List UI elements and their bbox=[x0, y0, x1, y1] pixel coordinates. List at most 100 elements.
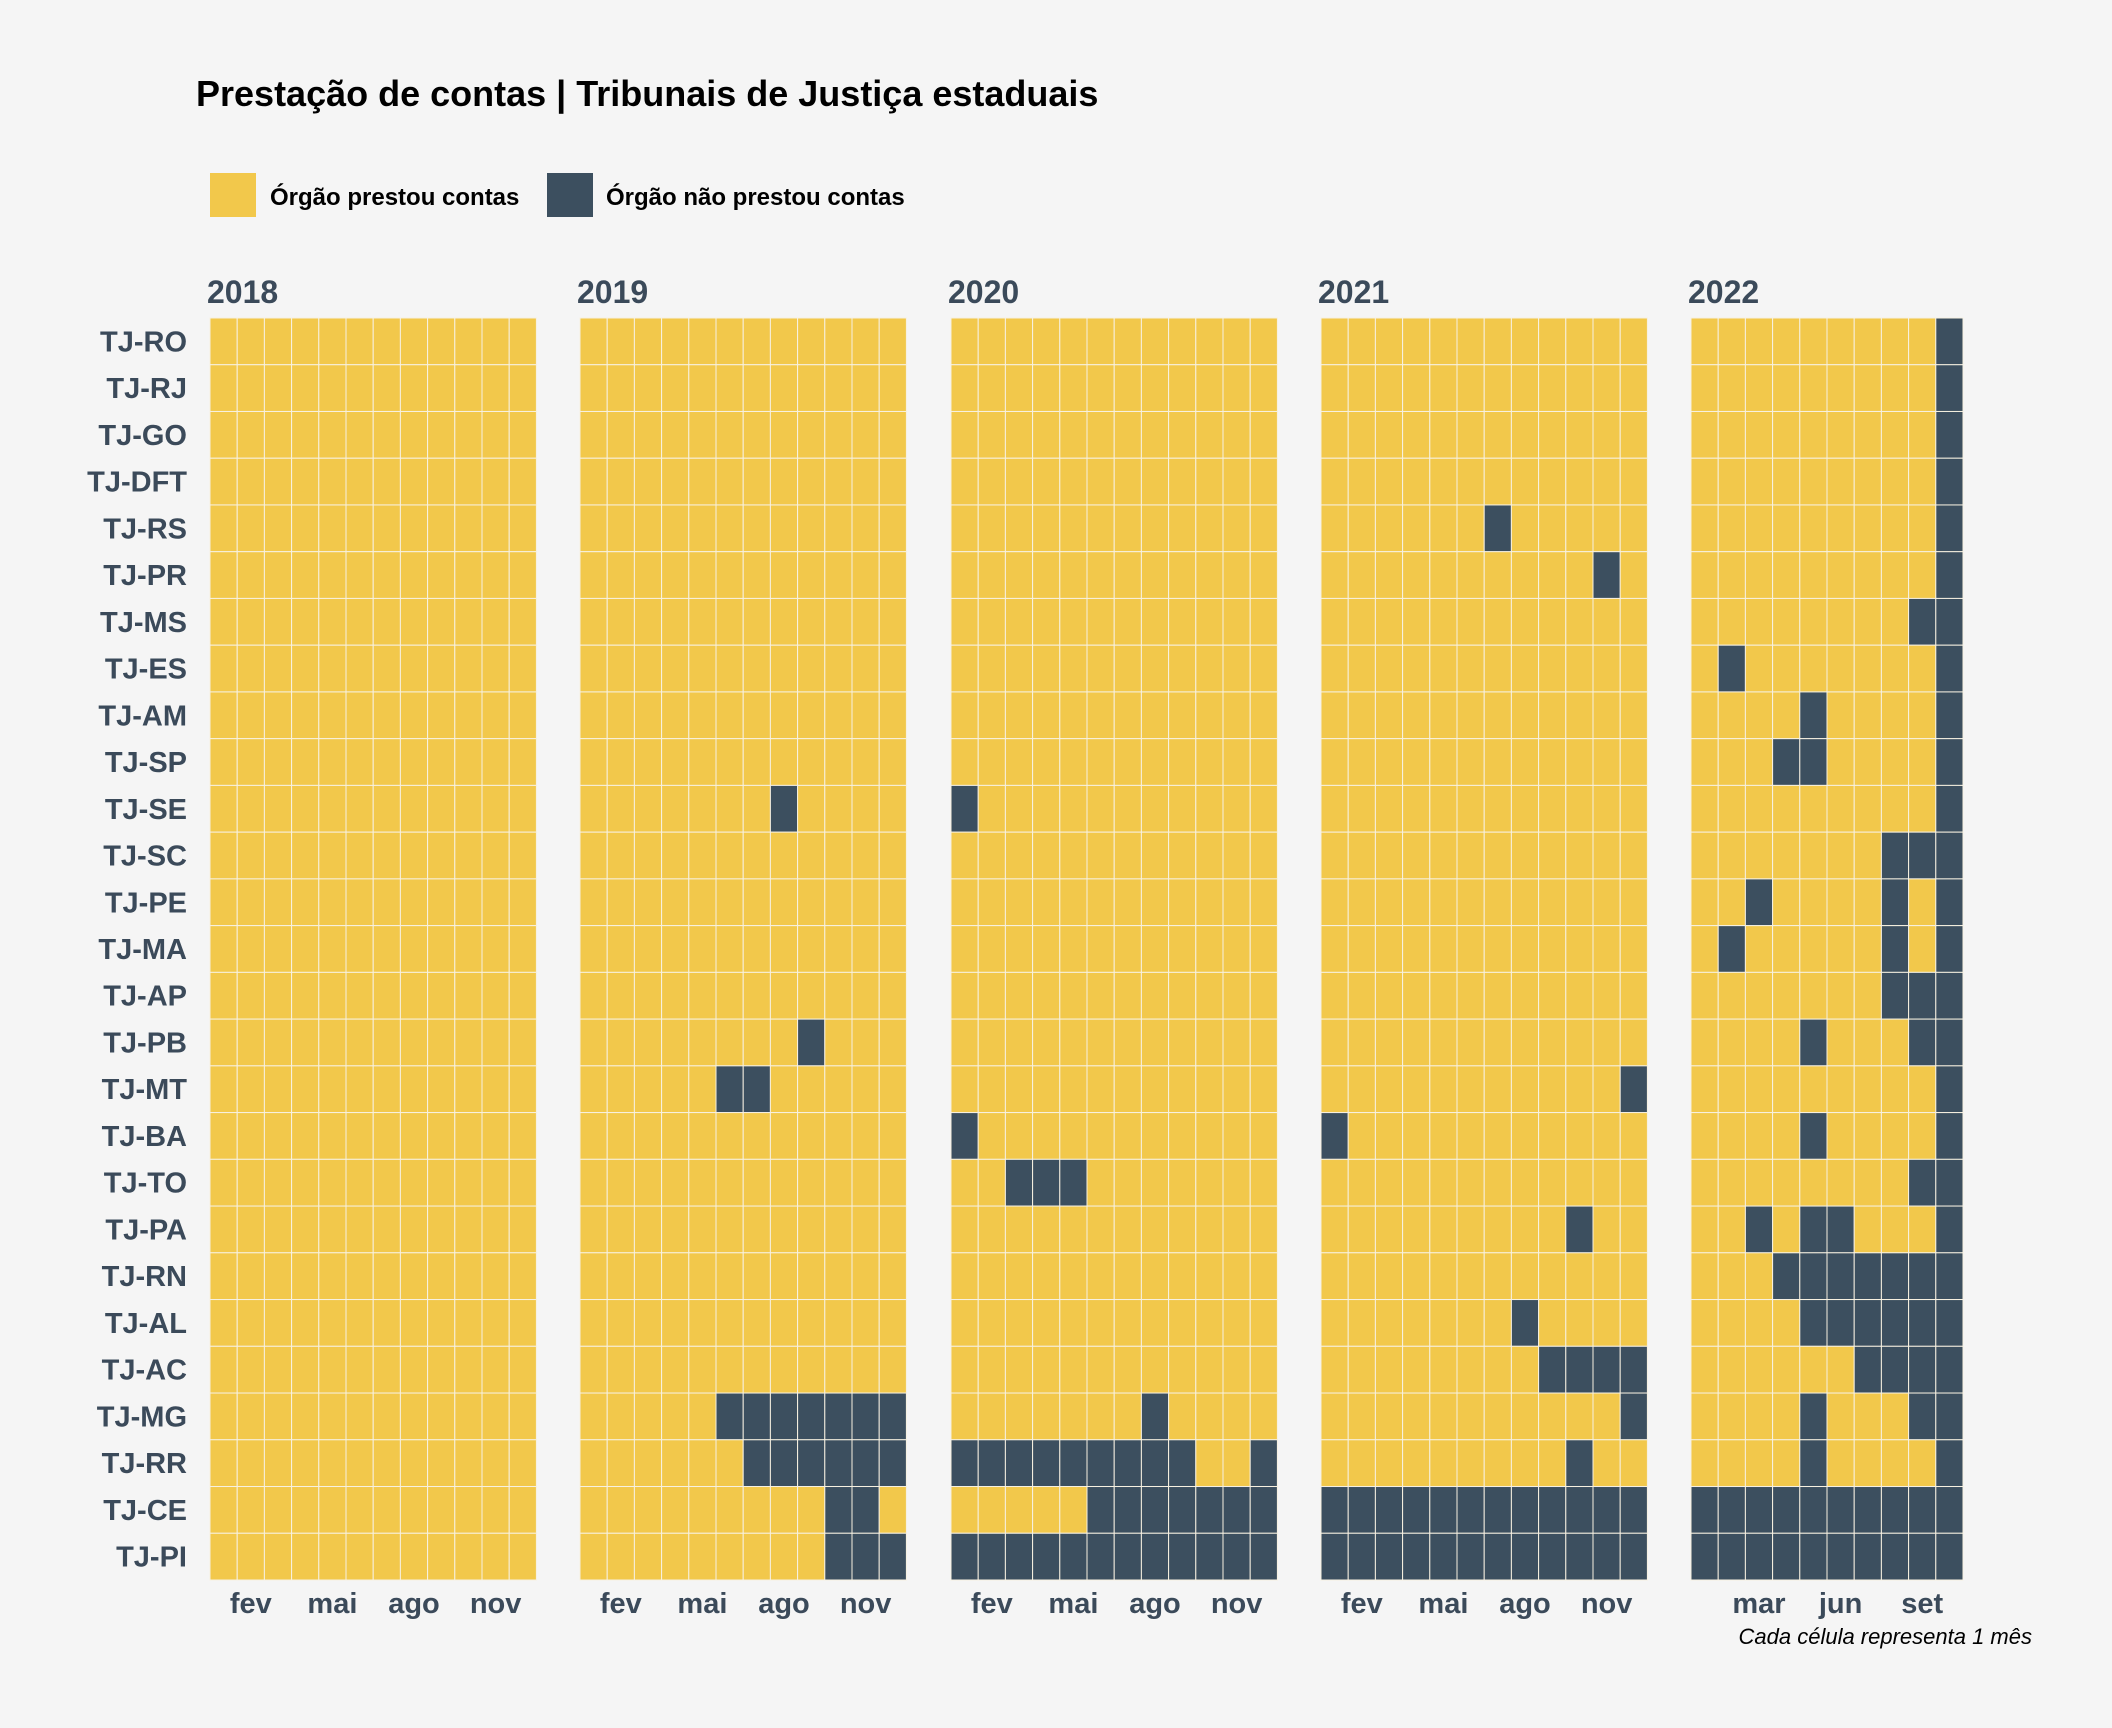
heatmap-cell bbox=[209, 1345, 238, 1394]
heatmap-cell bbox=[508, 691, 537, 740]
heatmap-cell bbox=[1320, 551, 1349, 599]
heatmap-cell bbox=[1429, 1205, 1458, 1254]
heatmap-cell bbox=[878, 738, 907, 786]
heatmap-cell bbox=[1222, 971, 1251, 1020]
heatmap-cell bbox=[824, 410, 853, 459]
heatmap-cell bbox=[1908, 1439, 1937, 1488]
heatmap-cell bbox=[742, 1486, 771, 1534]
heatmap-cell bbox=[427, 1018, 456, 1067]
heatmap-cell bbox=[1565, 1205, 1594, 1254]
heatmap-cell bbox=[1717, 1345, 1746, 1394]
heatmap-cell bbox=[1168, 597, 1197, 646]
heatmap-cell bbox=[1690, 1345, 1719, 1394]
heatmap-cell bbox=[633, 738, 663, 786]
heatmap-cell bbox=[1880, 1205, 1910, 1254]
heatmap-cell bbox=[481, 597, 510, 646]
heatmap-cell bbox=[1853, 644, 1882, 693]
heatmap-cell bbox=[399, 410, 429, 459]
heatmap-cell bbox=[1717, 784, 1746, 833]
row-label: TJ-PA bbox=[105, 1214, 187, 1246]
heatmap-cell bbox=[1744, 410, 1774, 459]
heatmap-cell bbox=[291, 691, 320, 740]
heatmap-cell bbox=[427, 504, 456, 553]
heatmap-cell bbox=[1826, 551, 1855, 599]
heatmap-cell bbox=[291, 1486, 320, 1534]
heatmap-cell bbox=[1592, 410, 1621, 459]
heatmap-cell bbox=[1374, 878, 1404, 927]
heatmap-cell bbox=[1429, 1299, 1458, 1347]
heatmap-cell bbox=[1374, 1252, 1404, 1301]
heatmap-cell bbox=[236, 1392, 265, 1441]
heatmap-cell bbox=[454, 1345, 483, 1394]
heatmap-cell bbox=[1456, 410, 1485, 459]
heatmap-cell bbox=[209, 925, 238, 973]
heatmap-cell bbox=[633, 1532, 663, 1581]
heatmap-cell bbox=[1222, 1158, 1251, 1207]
heatmap-cell bbox=[878, 925, 907, 973]
heatmap-cell bbox=[1402, 691, 1431, 740]
heatmap-cell bbox=[1249, 1345, 1278, 1394]
heatmap-cell bbox=[950, 1392, 979, 1441]
heatmap-cell bbox=[1744, 364, 1774, 412]
heatmap-cell bbox=[318, 1205, 347, 1254]
heatmap-cell bbox=[1429, 410, 1458, 459]
heatmap-cell bbox=[1483, 457, 1512, 506]
heatmap-cell bbox=[1908, 1018, 1937, 1067]
heatmap-cell bbox=[1826, 1065, 1855, 1114]
heatmap-cell bbox=[977, 878, 1006, 927]
heatmap-cell bbox=[851, 878, 880, 927]
heatmap-cell bbox=[1195, 317, 1224, 366]
heatmap-cell bbox=[1429, 317, 1458, 366]
heatmap-cell bbox=[742, 644, 771, 693]
heatmap-cell bbox=[661, 644, 690, 693]
heatmap-cell bbox=[209, 1532, 238, 1581]
heatmap-cell bbox=[1690, 317, 1719, 366]
heatmap-cell bbox=[236, 738, 265, 786]
heatmap-cell bbox=[399, 691, 429, 740]
heatmap-cell bbox=[291, 738, 320, 786]
heatmap-cell bbox=[1592, 971, 1621, 1020]
heatmap-cell bbox=[769, 410, 799, 459]
heatmap-cell bbox=[263, 1158, 293, 1207]
heatmap-cell bbox=[1347, 457, 1376, 506]
heatmap-cell bbox=[1347, 1439, 1376, 1488]
heatmap-cell bbox=[1140, 1392, 1170, 1441]
heatmap-cell bbox=[579, 410, 608, 459]
heatmap-cell bbox=[1799, 1532, 1828, 1581]
heatmap-cell bbox=[851, 1158, 880, 1207]
heatmap-cell bbox=[688, 410, 717, 459]
heatmap-cell bbox=[606, 691, 635, 740]
heatmap-cell bbox=[742, 1252, 771, 1301]
heatmap-cell bbox=[318, 1439, 347, 1488]
heatmap-cell bbox=[1619, 784, 1648, 833]
heatmap-cell bbox=[1880, 878, 1910, 927]
heatmap-cell bbox=[1429, 1345, 1458, 1394]
heatmap-cell bbox=[1032, 410, 1061, 459]
heatmap-cell bbox=[688, 925, 717, 973]
row-label: TJ-RN bbox=[102, 1261, 187, 1293]
heatmap-cell bbox=[769, 457, 799, 506]
heatmap-cell bbox=[481, 1112, 510, 1160]
heatmap-cell bbox=[1059, 551, 1088, 599]
heatmap-cell bbox=[1592, 1158, 1621, 1207]
heatmap-cell bbox=[399, 1486, 429, 1534]
heatmap-cell bbox=[1004, 1392, 1034, 1441]
heatmap-cell bbox=[454, 1252, 483, 1301]
heatmap-cell bbox=[1772, 1065, 1801, 1114]
heatmap-cell bbox=[1004, 1532, 1034, 1581]
heatmap-cell bbox=[481, 925, 510, 973]
heatmap-cell bbox=[715, 1205, 744, 1254]
heatmap-cell bbox=[1429, 1252, 1458, 1301]
heatmap-cell bbox=[345, 364, 374, 412]
heatmap-cell bbox=[1619, 925, 1648, 973]
heatmap-cell bbox=[1592, 1345, 1621, 1394]
heatmap-cell bbox=[1483, 738, 1512, 786]
heatmap-cell bbox=[797, 457, 826, 506]
heatmap-cell bbox=[1483, 1532, 1512, 1581]
heatmap-cell bbox=[1249, 691, 1278, 740]
heatmap-cell bbox=[1935, 1532, 1964, 1581]
heatmap-cell bbox=[606, 1158, 635, 1207]
heatmap-cell bbox=[1320, 1065, 1349, 1114]
heatmap-cell bbox=[1908, 364, 1937, 412]
heatmap-cell bbox=[633, 1439, 663, 1488]
